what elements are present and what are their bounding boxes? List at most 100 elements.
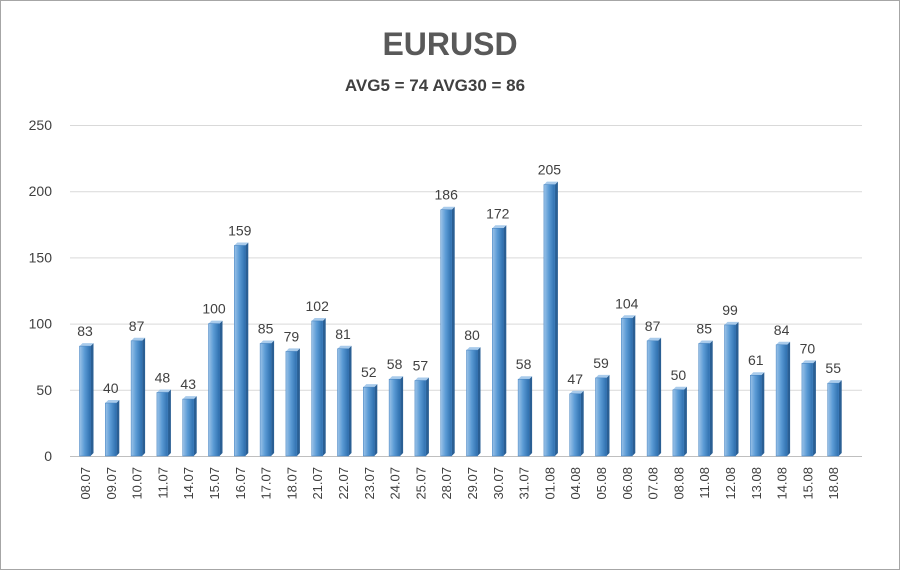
x-axis: 08.07 09.07 10.07 11.07 14.07 15.07 16.07 17.07… (78, 467, 841, 500)
x-tick-label: 18.07 (284, 467, 299, 500)
x-tick-label: 11.08 (697, 467, 712, 499)
bar-side (167, 389, 171, 456)
bar-side (477, 347, 481, 456)
bar-side (838, 380, 842, 456)
x-tick-label: 10.07 (130, 467, 145, 500)
data-label: 83 (77, 323, 93, 339)
bar (646, 337, 662, 457)
bar-front (569, 393, 581, 457)
bar-side (142, 337, 146, 456)
bar-top (182, 396, 197, 400)
bar-front (182, 398, 194, 457)
bar (827, 380, 842, 457)
bar (440, 206, 455, 457)
bar (285, 348, 300, 457)
bar-side (193, 396, 197, 456)
bar (569, 390, 584, 457)
x-tick-label: 24.07 (388, 467, 403, 500)
bar-side (116, 400, 120, 456)
y-tick-label: 200 (29, 183, 53, 199)
x-tick-label: 15.08 (800, 467, 815, 500)
bar-front (440, 209, 452, 457)
data-label: 172 (486, 205, 510, 221)
x-tick-label: 14.08 (775, 467, 790, 500)
bar-front (543, 184, 556, 457)
bar-top (260, 340, 275, 344)
x-tick-label: 12.08 (723, 467, 738, 500)
data-label: 55 (825, 360, 841, 376)
bar-front (388, 378, 401, 457)
data-label: 87 (645, 318, 661, 334)
bar-front (285, 351, 298, 457)
bar-front (750, 374, 762, 457)
data-label: 102 (306, 298, 330, 314)
bar-side (503, 225, 507, 456)
bar (672, 386, 687, 457)
bar-side (322, 317, 326, 456)
data-label: 104 (615, 295, 639, 311)
chart-subtitle: AVG5 = 74 AVG30 = 86 (344, 76, 526, 95)
bar-side (271, 340, 275, 456)
data-label: 48 (155, 369, 171, 385)
bar (208, 320, 223, 457)
bar-top (776, 341, 791, 345)
bar (259, 340, 275, 457)
bar-front (130, 340, 143, 457)
bar (414, 377, 429, 457)
bar (156, 389, 171, 457)
bar-top (440, 206, 455, 210)
data-label: 43 (180, 376, 196, 392)
gridlines (70, 125, 862, 457)
bar-front (517, 378, 530, 457)
data-label: 47 (567, 371, 583, 387)
bar (363, 384, 378, 457)
bar-front (414, 380, 427, 457)
bar-front (337, 348, 349, 457)
bar-top (156, 389, 171, 393)
x-tick-label: 11.07 (155, 467, 170, 499)
bar-side (709, 340, 713, 456)
bar-side (348, 345, 352, 456)
bar-front (363, 386, 375, 457)
bar (543, 181, 558, 457)
bar-side (580, 390, 584, 456)
x-tick-label: 07.08 (646, 467, 661, 500)
bar-top (827, 380, 842, 384)
bar-front (234, 245, 246, 457)
bar-top (208, 320, 223, 324)
bar-side (425, 377, 429, 456)
bar (234, 242, 249, 457)
bar-side (400, 376, 404, 456)
x-tick-label: 21.07 (310, 467, 325, 500)
y-tick-label: 250 (29, 117, 53, 133)
data-label: 186 (435, 187, 459, 203)
bar-top (801, 360, 816, 364)
x-tick-label: 16.07 (233, 467, 248, 500)
bar-top (724, 321, 739, 325)
bar-top (414, 377, 429, 381)
bar (79, 343, 94, 457)
bar-front (79, 345, 91, 457)
data-label: 85 (258, 320, 274, 336)
data-label: 58 (387, 356, 403, 372)
y-tick-label: 100 (29, 316, 53, 332)
bar-top (131, 337, 146, 341)
bar-front (466, 349, 478, 457)
data-label: 50 (671, 367, 687, 383)
x-tick-label: 30.07 (491, 467, 506, 500)
x-tick-label: 01.08 (542, 467, 557, 500)
bar-top (621, 315, 636, 319)
x-tick-label: 04.08 (568, 467, 583, 500)
x-tick-label: 08.08 (671, 467, 686, 500)
bars: 83 40 87 48 43 100 159 85 79 102 81 52 58 57 186 80 172 5… (77, 162, 842, 457)
bar-front (724, 324, 736, 457)
bar-top (285, 348, 300, 352)
data-label: 84 (774, 322, 790, 338)
data-label: 99 (722, 302, 738, 318)
bar-front (775, 344, 788, 457)
bar-side (529, 376, 533, 456)
bar-top (234, 242, 249, 246)
x-tick-label: 05.08 (594, 467, 609, 500)
bar-front (311, 320, 323, 457)
